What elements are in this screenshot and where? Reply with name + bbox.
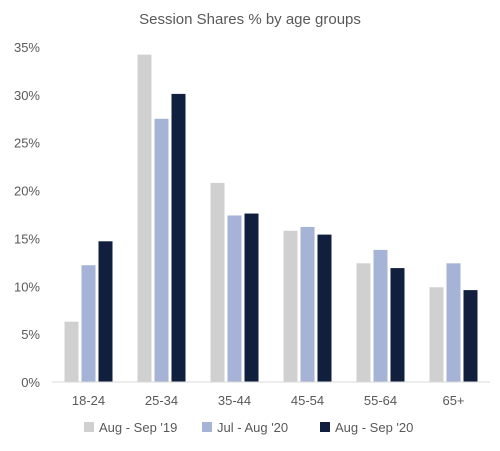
y-tick-label: 5% (21, 327, 40, 342)
bar-35-44-series-0 (210, 182, 225, 382)
bar-18-24-series-0 (64, 321, 79, 382)
x-tick-label: 45-54 (291, 393, 324, 408)
legend-label: Jul - Aug '20 (217, 420, 288, 435)
bar-18-24-series-1 (81, 265, 96, 382)
bar-55-64-series-0 (356, 263, 371, 382)
y-tick-label: 0% (21, 375, 40, 390)
y-tick-label: 15% (14, 231, 40, 246)
bars (64, 54, 478, 383)
bar-35-44-series-1 (227, 215, 242, 382)
bar-18-24-series-2 (98, 241, 113, 382)
bar-25-34-series-0 (137, 54, 152, 383)
bar-65+-series-2 (463, 290, 478, 382)
legend-label: Aug - Sep '20 (335, 420, 413, 435)
bar-45-54-series-2 (317, 234, 332, 382)
y-axis: 0% 5% 10% 15% 20% 25% 30% 35% (14, 40, 40, 390)
bar-55-64-series-2 (390, 268, 405, 382)
x-tick-label: 55-64 (364, 393, 397, 408)
legend: Aug - Sep '19 Jul - Aug '20 Aug - Sep '20 (84, 420, 413, 435)
x-tick-label: 65+ (442, 393, 464, 408)
x-tick-label: 18-24 (72, 393, 105, 408)
bar-35-44-series-2 (244, 213, 259, 382)
y-tick-label: 25% (14, 136, 40, 151)
chart-title: Session Shares % by age groups (139, 11, 361, 28)
bar-25-34-series-1 (154, 118, 169, 383)
x-tick-label: 35-44 (218, 393, 251, 408)
bar-55-64-series-1 (373, 249, 388, 382)
x-axis: 18-24 25-34 35-44 45-54 55-64 65+ (52, 381, 490, 408)
bar-65+-series-1 (446, 263, 461, 382)
y-tick-label: 20% (14, 184, 40, 199)
bar-25-34-series-2 (171, 93, 186, 383)
bar-45-54-series-0 (283, 230, 298, 382)
legend-swatch (84, 422, 94, 432)
y-tick-label: 35% (14, 40, 40, 55)
legend-swatch (320, 422, 330, 432)
bar-45-54-series-1 (300, 226, 315, 382)
bar-65+-series-0 (429, 287, 444, 382)
legend-swatch (202, 422, 212, 432)
y-tick-label: 30% (14, 88, 40, 103)
legend-label: Aug - Sep '19 (99, 420, 177, 435)
x-tick-label: 25-34 (145, 393, 178, 408)
y-tick-label: 10% (14, 279, 40, 294)
